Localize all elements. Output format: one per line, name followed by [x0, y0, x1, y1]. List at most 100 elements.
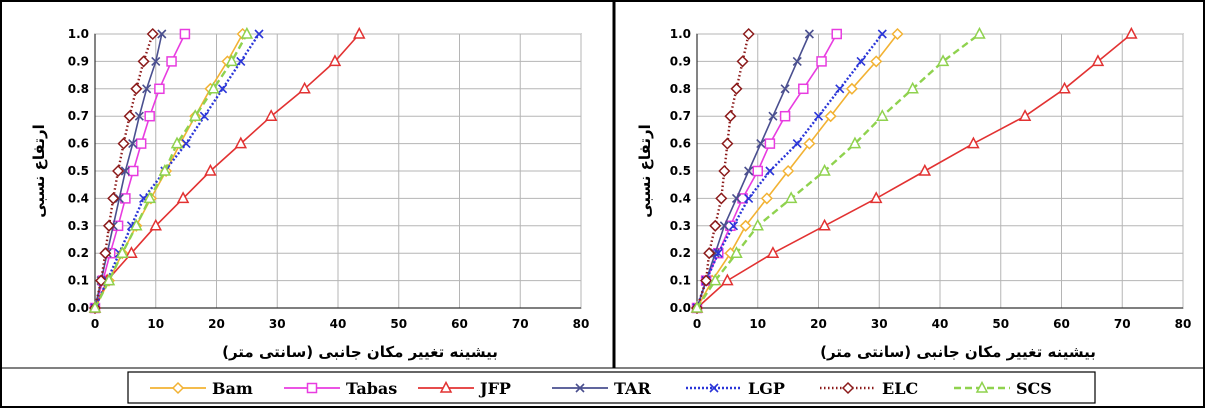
y-tick-label: 0.5 — [670, 164, 691, 178]
series-scs — [88, 26, 254, 313]
data-point-scs — [818, 163, 831, 176]
data-point-tar — [120, 166, 130, 176]
data-point-elc — [724, 110, 737, 123]
data-point-jfp — [967, 136, 980, 149]
data-point-jfp — [918, 163, 932, 176]
y-tick-label: 0.0 — [68, 301, 89, 315]
data-point-tar — [142, 84, 152, 94]
data-point-bam — [870, 55, 883, 68]
data-point-bam — [891, 27, 904, 41]
data-point-elc — [700, 274, 713, 287]
y-axis-label: ارتفاع نسبی — [30, 124, 48, 218]
x-tick-label: 0 — [91, 317, 99, 331]
data-point-elc — [137, 55, 150, 68]
data-point-scs — [143, 191, 156, 204]
data-point-tabas — [154, 83, 165, 95]
data-point-elc — [730, 82, 743, 95]
y-tick-label: 0.3 — [68, 219, 89, 233]
data-point-tabas — [779, 110, 791, 122]
data-point-tar — [114, 193, 124, 203]
legend-entry-tabas: Tabas — [284, 379, 397, 398]
data-point-jfp — [298, 81, 311, 94]
legend-label: Tabas — [346, 379, 397, 398]
data-point-tar — [792, 56, 802, 66]
data-point-tar — [151, 56, 161, 66]
legend-entry-jfp: JFP — [418, 379, 511, 398]
y-tick-label: 0.7 — [68, 109, 89, 123]
data-point-elc — [95, 274, 108, 287]
legend-label: TAR — [614, 379, 651, 398]
data-point-jfp — [204, 163, 217, 176]
data-point-lgp — [713, 248, 723, 258]
x-tick-label: 70 — [1114, 317, 1131, 331]
legend: Bam Tabas JFP TAR LGP ELC SCS — [127, 371, 1096, 404]
y-axis-label: ارتفاع نسبی — [636, 124, 654, 218]
data-point-tar — [804, 29, 814, 39]
data-point-scs — [207, 81, 220, 94]
data-point-scs — [730, 246, 743, 258]
data-point-tar — [768, 111, 778, 121]
legend-entry-bam: Bam — [150, 379, 253, 398]
series-jfp — [690, 26, 1138, 313]
data-point-elc — [709, 219, 722, 232]
y-tick-label: 1.0 — [68, 27, 89, 41]
data-point-tabas — [752, 165, 763, 177]
data-point-elc — [112, 164, 125, 178]
y-tick-label: 0.2 — [670, 246, 691, 260]
data-point-jfp — [1091, 54, 1105, 67]
data-point-scs — [708, 273, 722, 286]
data-point-lgp — [236, 56, 246, 66]
y-tick-label: 0.6 — [68, 137, 89, 151]
series-line-elc — [93, 33, 154, 309]
data-point-bam — [739, 219, 752, 232]
x-tick-label: 20 — [810, 317, 827, 331]
data-point-tabas — [798, 83, 809, 95]
data-point-lgp — [792, 139, 802, 149]
data-point-elc — [718, 164, 731, 178]
x-tick-label: 70 — [512, 317, 529, 331]
data-point-elc — [117, 137, 130, 150]
x-tick-label: 30 — [871, 317, 888, 331]
y-tick-label: 0.0 — [670, 301, 691, 315]
data-point-jfp — [1018, 109, 1032, 121]
legend-label: JFP — [478, 379, 511, 398]
x-tick-label: 30 — [269, 317, 286, 331]
data-point-bam — [782, 164, 795, 178]
legend-entry-scs: SCS — [954, 379, 1052, 398]
data-point-tabas — [816, 56, 827, 67]
data-point-scs — [690, 300, 704, 313]
data-point-elc — [703, 247, 716, 260]
diamond-marker-icon — [841, 381, 855, 395]
data-point-lgp — [765, 166, 775, 176]
data-point-scs — [240, 26, 254, 39]
y-tick-label: 0.8 — [670, 82, 691, 96]
legend-entry-tar: TAR — [552, 379, 651, 398]
x-axis-label: بیشینه تغییر مکان جانبی (سانتی متر) — [820, 343, 1096, 361]
legend-label: LGP — [748, 379, 785, 398]
data-point-tabas — [764, 138, 776, 149]
data-point-jfp — [721, 273, 734, 286]
x-tick-label: 10 — [147, 317, 164, 331]
triangle-marker-icon — [975, 380, 989, 393]
data-point-tabas — [120, 193, 131, 204]
data-point-lgp — [181, 139, 191, 149]
data-point-tar — [744, 166, 754, 176]
data-point-jfp — [818, 218, 831, 231]
y-tick-label: 0.2 — [68, 246, 89, 260]
data-point-jfp — [353, 26, 366, 39]
data-point-scs — [876, 109, 889, 121]
square-marker-icon — [306, 382, 318, 394]
data-point-jfp — [125, 246, 138, 258]
series-bam — [690, 27, 904, 315]
legend-entry-elc: ELC — [820, 379, 918, 398]
x-tick-label: 40 — [330, 317, 347, 331]
data-point-tar — [134, 111, 144, 121]
y-tick-label: 0.1 — [670, 274, 691, 288]
data-point-jfp — [328, 54, 342, 67]
y-tick-label: 0.9 — [670, 54, 691, 68]
data-point-scs — [906, 81, 919, 94]
x-tick-label: 20 — [208, 317, 225, 331]
series-scs — [690, 26, 986, 313]
